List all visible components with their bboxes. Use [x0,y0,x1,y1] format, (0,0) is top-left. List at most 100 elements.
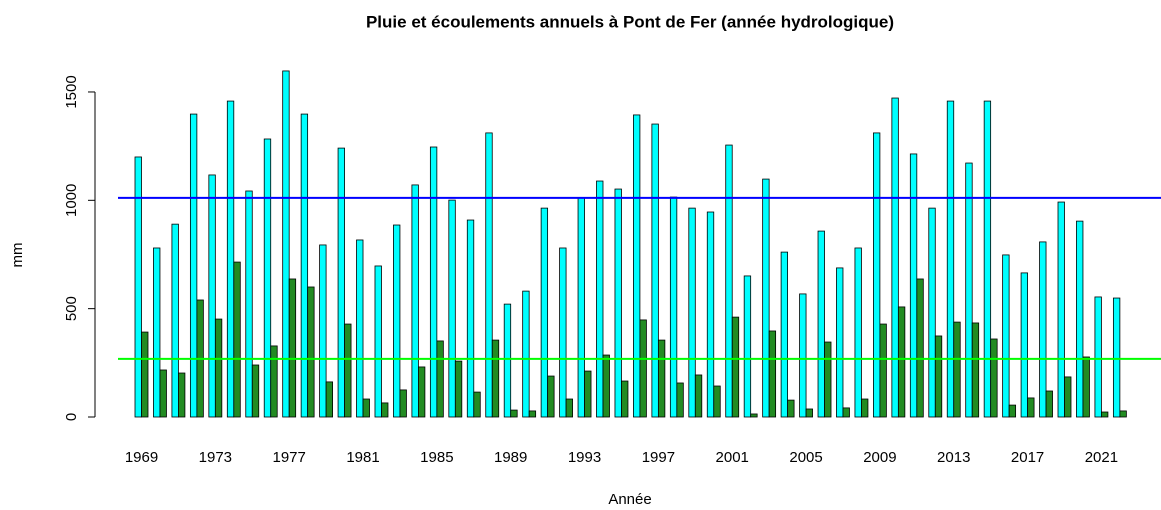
bar [1119,410,1127,418]
bar [288,278,297,418]
bar [344,323,352,418]
x-tick-label: 2021 [1085,449,1118,466]
x-tick-label: 1981 [346,449,379,466]
bar [965,162,973,418]
bar [1027,397,1035,418]
x-tick-label: 1977 [272,449,305,466]
bar [731,316,740,418]
bar [362,398,370,418]
bar [621,380,629,418]
bar [1101,411,1109,418]
bar [706,211,715,418]
bar [596,180,604,418]
bar [491,339,500,418]
y-tick-label: 1500 [63,75,80,108]
bar [1076,220,1084,418]
bar [208,174,216,418]
bar [547,375,555,418]
bar [577,197,585,418]
bar [768,330,777,418]
bar [251,364,260,418]
bar [528,410,537,418]
bar [805,408,813,418]
bar [854,247,862,418]
bar [799,293,807,418]
y-tick-label: 1000 [63,184,80,217]
bar [417,366,426,418]
x-tick-label: 1985 [420,449,453,466]
bar [879,323,887,418]
bar [399,389,407,418]
bar [411,184,419,418]
bar [307,286,315,418]
chart-title: Pluie et écoulements annuels à Pont de F… [366,12,894,31]
bar [171,223,179,418]
bar [134,156,142,418]
bar [891,97,899,418]
bar [725,144,733,418]
bar [688,207,696,418]
bar [141,331,149,418]
x-tick-label: 1969 [125,449,158,466]
bar [263,138,272,418]
bar [466,219,475,418]
bar [916,278,924,418]
bar [694,374,703,418]
bar [214,318,223,418]
bar [1094,296,1102,418]
bar [436,340,444,418]
bar [1002,254,1010,418]
bar [485,132,493,418]
y-tick-label: 500 [63,296,80,321]
bar [873,132,881,418]
bar [1020,272,1028,418]
bar [282,70,290,418]
bar [510,409,518,418]
x-tick-label: 2001 [716,449,749,466]
bar [1064,376,1072,418]
bar [909,153,918,418]
x-tick-label: 1973 [199,449,232,466]
bar [559,247,567,418]
bar [300,113,309,418]
bar [374,265,382,418]
bar [540,207,549,418]
bar [842,407,850,418]
bar [319,244,327,418]
bar [953,321,961,418]
x-tick-label: 1989 [494,449,527,466]
bar [584,370,592,418]
bar [448,199,456,418]
bar [1008,404,1017,418]
bar [836,267,844,418]
x-tick-label: 1997 [642,449,675,466]
bar [429,146,438,418]
bar [233,261,241,418]
bar [897,306,906,418]
bar [934,335,943,418]
bar [189,113,198,418]
bar [657,339,666,418]
bar [633,114,641,418]
bar [861,398,869,418]
x-tick-label: 2017 [1011,449,1044,466]
bar [565,398,573,418]
x-tick-label: 2005 [789,449,822,466]
bar [983,100,992,418]
bar [971,322,980,418]
bar [226,100,235,418]
bar [454,360,463,418]
bar [503,303,512,418]
bar [669,196,678,418]
bar [245,190,253,418]
bar [824,341,832,418]
bar [522,290,530,418]
bar [159,369,167,418]
bar [762,178,770,418]
bar [743,275,752,418]
bar [817,230,825,418]
bar [713,385,721,418]
bar [1045,390,1053,418]
bar [393,224,401,418]
